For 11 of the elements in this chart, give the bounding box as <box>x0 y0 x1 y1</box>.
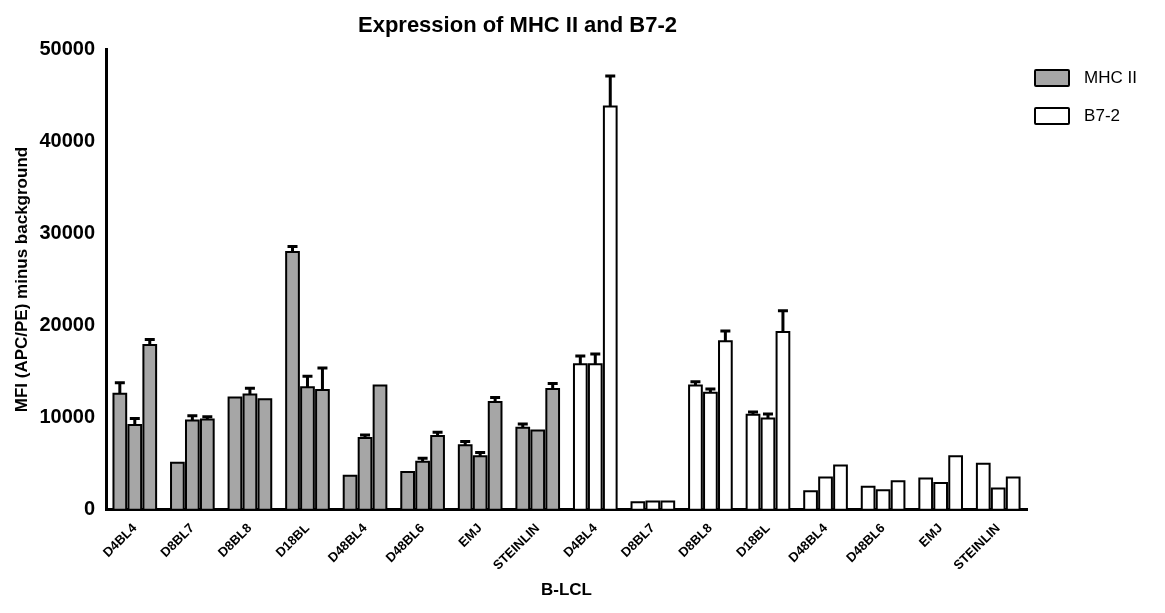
legend-label: MHC II <box>1084 68 1137 88</box>
y-axis-title: MFI (APC/PE) minus background <box>11 146 31 413</box>
y-tick-label: 40000 <box>39 128 96 151</box>
y-tick-label: 50000 <box>39 36 96 59</box>
y-tick-label: 30000 <box>39 221 96 244</box>
chart-title: Expression of MHC II and B7-2 <box>357 12 678 38</box>
y-tick-label: 0 <box>83 497 96 520</box>
text: B7-2 <box>1084 106 1121 126</box>
y-tick-label: 20000 <box>39 313 96 336</box>
y-tick-label: 10000 <box>39 405 96 428</box>
x-axis-title: B-LCL <box>541 580 592 600</box>
